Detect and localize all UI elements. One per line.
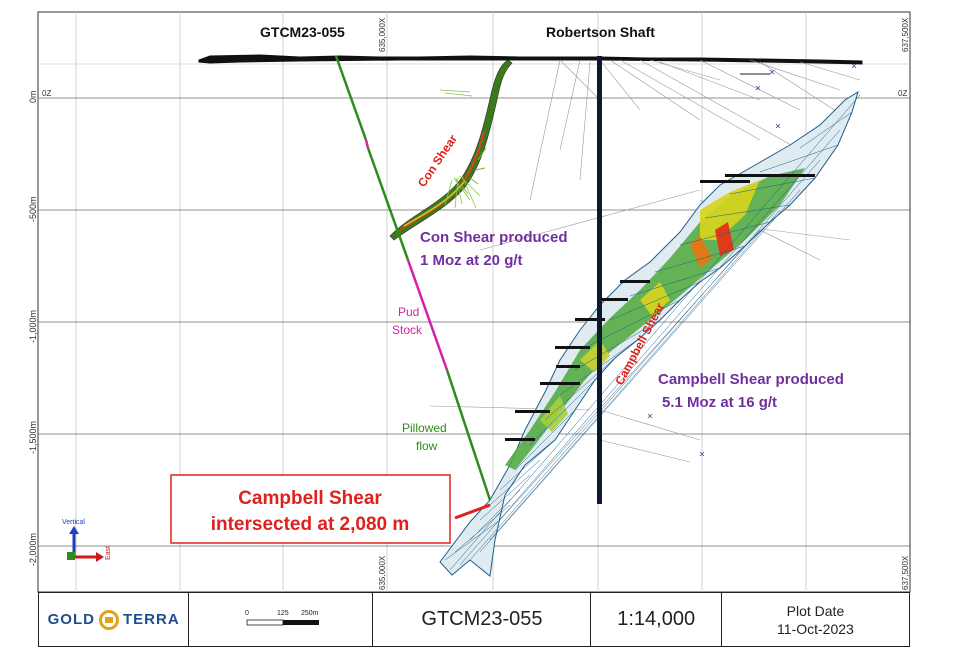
topography-surface bbox=[198, 54, 863, 65]
con-shear-drill-fans bbox=[439, 89, 481, 209]
campbell-note-line2: 5.1 Moz at 16 g/t bbox=[662, 394, 777, 411]
logo-sun-icon bbox=[98, 609, 119, 630]
elevation-axis: 0m -500m -1,000m -1,500m -2,000m bbox=[28, 90, 38, 566]
easting-label-bottom-635000: 635,000X bbox=[378, 555, 387, 590]
survey-markers bbox=[647, 63, 857, 457]
plot-date-cell: Plot Date 11-Oct-2023 bbox=[722, 593, 909, 646]
easting-label-top-637500: 637,500X bbox=[901, 17, 910, 52]
robertson-shaft bbox=[597, 56, 602, 504]
hole-label: GTCM23-055 bbox=[260, 24, 345, 40]
level-workings bbox=[505, 174, 815, 441]
pud-stock-line2: Stock bbox=[392, 323, 423, 337]
easting-label-top-635000: 635,000X bbox=[378, 17, 387, 52]
title-hole-id: GTCM23-055 bbox=[421, 608, 543, 630]
mesh-wireframe bbox=[444, 94, 861, 571]
campbell-ore-zones bbox=[505, 168, 805, 470]
scale-bar-label-0: 0 bbox=[245, 610, 249, 617]
scale-cell: 1:14,000 bbox=[591, 593, 722, 646]
scale-bar-label-125: 125 bbox=[277, 610, 289, 617]
logo-text-right: TERRA bbox=[122, 611, 180, 628]
scale-bar: 0 125 250m bbox=[245, 610, 319, 625]
campbell-note-line1: Campbell Shear produced bbox=[658, 371, 844, 388]
con-shear-note-line2: 1 Moz at 20 g/t bbox=[420, 252, 523, 269]
shaft-label: Robertson Shaft bbox=[546, 24, 655, 40]
plot-date-value: 11-Oct-2023 bbox=[777, 620, 854, 637]
logo-cell: GOLD TERRA bbox=[39, 593, 190, 646]
easting-labels: 635,000X 637,500X 635,000X 637,500X bbox=[378, 17, 910, 590]
scale-bar-label-250: 250m bbox=[301, 610, 319, 617]
map-frame bbox=[37, 11, 911, 593]
map-scale: 1:14,000 bbox=[617, 608, 696, 630]
plot-date-label: Plot Date bbox=[786, 602, 845, 619]
elevation-label-1500: -1,500m bbox=[28, 421, 38, 454]
company-logo: GOLD TERRA bbox=[47, 609, 180, 630]
elevation-label-0: 0m bbox=[28, 90, 38, 103]
orientation-axes: Vertical East bbox=[62, 519, 112, 562]
pillowed-flow-line1: Pillowed bbox=[402, 421, 447, 435]
hole-id-cell: GTCM23-055 bbox=[373, 593, 592, 646]
con-shear-note-line1: Con Shear produced bbox=[420, 229, 568, 246]
scale-bar-cell: 0 125 250m bbox=[189, 593, 374, 646]
callout-line2: intersected at 2,080 m bbox=[211, 514, 410, 535]
pud-stock-line1: Pud bbox=[398, 305, 419, 319]
easting-label-bottom-637500: 637,500X bbox=[901, 555, 910, 590]
zero-label-left: 0Z bbox=[42, 89, 51, 98]
intersect-callout-pointer bbox=[454, 503, 491, 520]
logo-text-left: GOLD bbox=[47, 611, 95, 628]
title-block: GOLD TERRA 0 125 250m GTCM23-055 1:14,00… bbox=[38, 592, 910, 647]
elevation-label-2000: -2,000m bbox=[28, 533, 38, 566]
drillhole-gtcm23-055 bbox=[334, 55, 492, 501]
zero-label-right: 0Z bbox=[898, 89, 907, 98]
elevation-label-1000: -1,000m bbox=[28, 310, 38, 343]
pillowed-flow-line2: flow bbox=[416, 439, 438, 453]
axis-east-label: East bbox=[105, 546, 112, 560]
elevation-label-500: -500m bbox=[28, 196, 38, 222]
callout-line1: Campbell Shear bbox=[238, 488, 382, 509]
intersect-callout-box bbox=[170, 474, 451, 544]
axis-vertical-label: Vertical bbox=[62, 519, 85, 526]
